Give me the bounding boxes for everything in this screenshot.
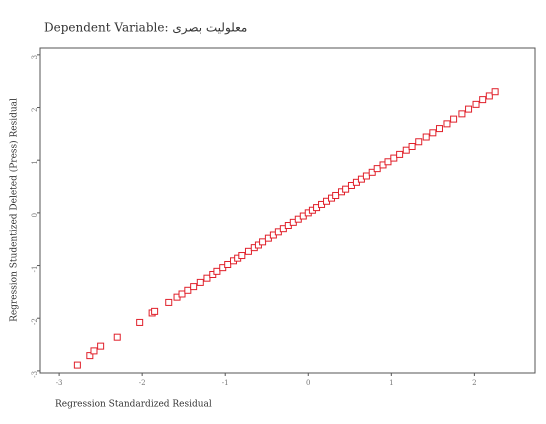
y-tick-label: 2 <box>31 108 39 112</box>
point <box>368 168 376 176</box>
point <box>190 283 198 291</box>
point <box>408 143 416 151</box>
point <box>238 252 246 260</box>
point <box>224 260 232 268</box>
point <box>244 247 252 255</box>
point <box>136 318 144 326</box>
y-tick-label: -2 <box>31 318 39 325</box>
point <box>165 298 173 306</box>
point <box>485 92 493 100</box>
y-tick-label: -1 <box>31 266 39 273</box>
point <box>402 146 410 154</box>
point <box>422 133 430 141</box>
x-tick-label: 1 <box>389 379 393 387</box>
y-tick-label: 1 <box>31 160 39 164</box>
chart-title: Dependent Variable: معلولیت بصری <box>44 21 247 35</box>
point <box>450 115 458 123</box>
point <box>203 274 211 282</box>
x-tick-label: 2 <box>472 379 476 387</box>
point <box>415 138 423 146</box>
point <box>458 110 466 118</box>
point <box>90 347 98 355</box>
point <box>213 267 221 275</box>
point <box>196 278 204 286</box>
point <box>73 361 81 369</box>
x-tick-label: -1 <box>222 379 229 387</box>
point <box>178 290 186 298</box>
point <box>491 88 499 96</box>
y-tick-label: -3 <box>31 371 39 378</box>
y-axis-label: Regression Studentized Deleted (Press) R… <box>9 98 20 322</box>
point <box>373 165 381 173</box>
point <box>443 120 451 128</box>
point <box>435 125 443 133</box>
point <box>429 129 437 137</box>
x-tick-label: 0 <box>306 379 310 387</box>
point <box>396 150 404 158</box>
point <box>472 100 480 108</box>
x-axis-label: Regression Standardized Residual <box>55 400 212 410</box>
y-tick-label: 0 <box>31 213 39 217</box>
y-tick-label: 3 <box>31 55 39 59</box>
point <box>332 191 340 199</box>
point <box>259 238 267 246</box>
x-tick-label: -2 <box>139 379 146 387</box>
point <box>465 105 473 113</box>
plot-frame <box>39 47 536 374</box>
x-tick-label: -3 <box>56 379 63 387</box>
point <box>151 307 159 315</box>
point <box>184 286 192 294</box>
point <box>342 185 350 193</box>
point <box>479 96 487 104</box>
point <box>86 352 94 360</box>
point <box>362 172 370 180</box>
point <box>390 154 398 162</box>
point <box>384 158 392 166</box>
point <box>113 333 121 341</box>
point <box>97 342 105 350</box>
